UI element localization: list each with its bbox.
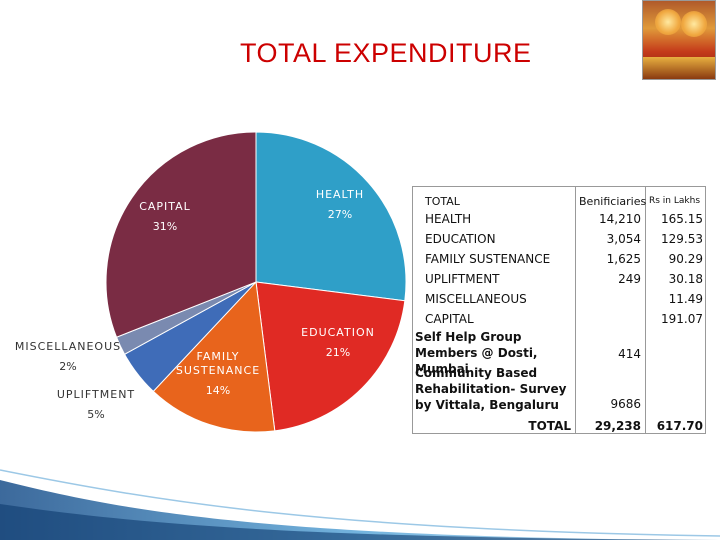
lamp-base-icon — [643, 57, 715, 79]
slice-percent-label: 27% — [328, 208, 352, 221]
total-row-amount: 617.70 — [656, 419, 703, 433]
total-row-beneficiaries: 29,238 — [594, 419, 641, 433]
table-divider — [645, 187, 646, 433]
row-beneficiaries: 1,625 — [606, 252, 641, 266]
row-amount: 165.15 — [661, 212, 703, 226]
row-amount: 129.53 — [661, 232, 703, 246]
total-row-name: TOTAL — [528, 419, 571, 433]
slice-percent-label: 5% — [87, 408, 104, 421]
deity-image — [642, 0, 716, 80]
row-name: MISCELLANEOUS — [425, 292, 527, 306]
expenditure-table: TOTAL Benificiaries Rs in Lakhs HEALTH 1… — [412, 186, 706, 434]
table-head-name: TOTAL — [425, 195, 460, 208]
page-title: TOTAL EXPENDITURE — [240, 38, 532, 68]
slice-percent-label: 21% — [326, 346, 350, 359]
slice-label: HEALTH — [316, 188, 364, 201]
slice-percent-label: 14% — [206, 384, 230, 397]
row-name: FAMILY SUSTENANCE — [425, 252, 551, 266]
row-name: UPLIFTMENT — [425, 272, 500, 286]
row-name: CAPITAL — [425, 312, 474, 326]
row-amount: 30.18 — [668, 272, 703, 286]
slice-label: UPLIFTMENT — [57, 388, 135, 401]
extra-row-name: Self Help Group Members @ Dosti, Mumbai — [415, 330, 538, 376]
pie-slice-capital — [105, 131, 257, 338]
extra-row-beneficiaries: 9686 — [610, 397, 641, 411]
slice-label: MISCELLANEOUS — [15, 340, 121, 353]
slice-label: EDUCATION — [301, 326, 375, 339]
table-head-amount: Rs in Lakhs — [649, 196, 701, 206]
row-beneficiaries: 249 — [618, 272, 641, 286]
footer-swoosh — [0, 469, 720, 540]
extra-row-name: Community Based Rehabilitation- Survey b… — [415, 366, 567, 412]
pie-slice-education — [255, 281, 406, 432]
row-beneficiaries: 3,054 — [606, 232, 641, 246]
pie-slice-family-sustenance — [152, 280, 276, 433]
row-name: HEALTH — [425, 212, 472, 226]
slice-label: SUSTENANCE — [176, 364, 260, 377]
table-divider — [575, 187, 576, 433]
slice-label: FAMILY — [197, 350, 240, 363]
extra-row-beneficiaries: 414 — [618, 347, 641, 361]
pie-slice-health — [255, 131, 407, 302]
row-amount: 90.29 — [668, 252, 703, 266]
slice-label: CAPITAL — [139, 200, 191, 213]
table-head-beneficiaries: Benificiaries — [579, 195, 647, 208]
slice-percent-label: 2% — [59, 360, 76, 373]
row-amount: 11.49 — [668, 292, 703, 306]
slice-percent-label: 31% — [153, 220, 177, 233]
halo-right-icon — [681, 11, 707, 37]
row-beneficiaries: 14,210 — [599, 212, 641, 226]
row-amount: 191.07 — [661, 312, 703, 326]
row-name: EDUCATION — [425, 232, 496, 246]
halo-left-icon — [655, 9, 681, 35]
